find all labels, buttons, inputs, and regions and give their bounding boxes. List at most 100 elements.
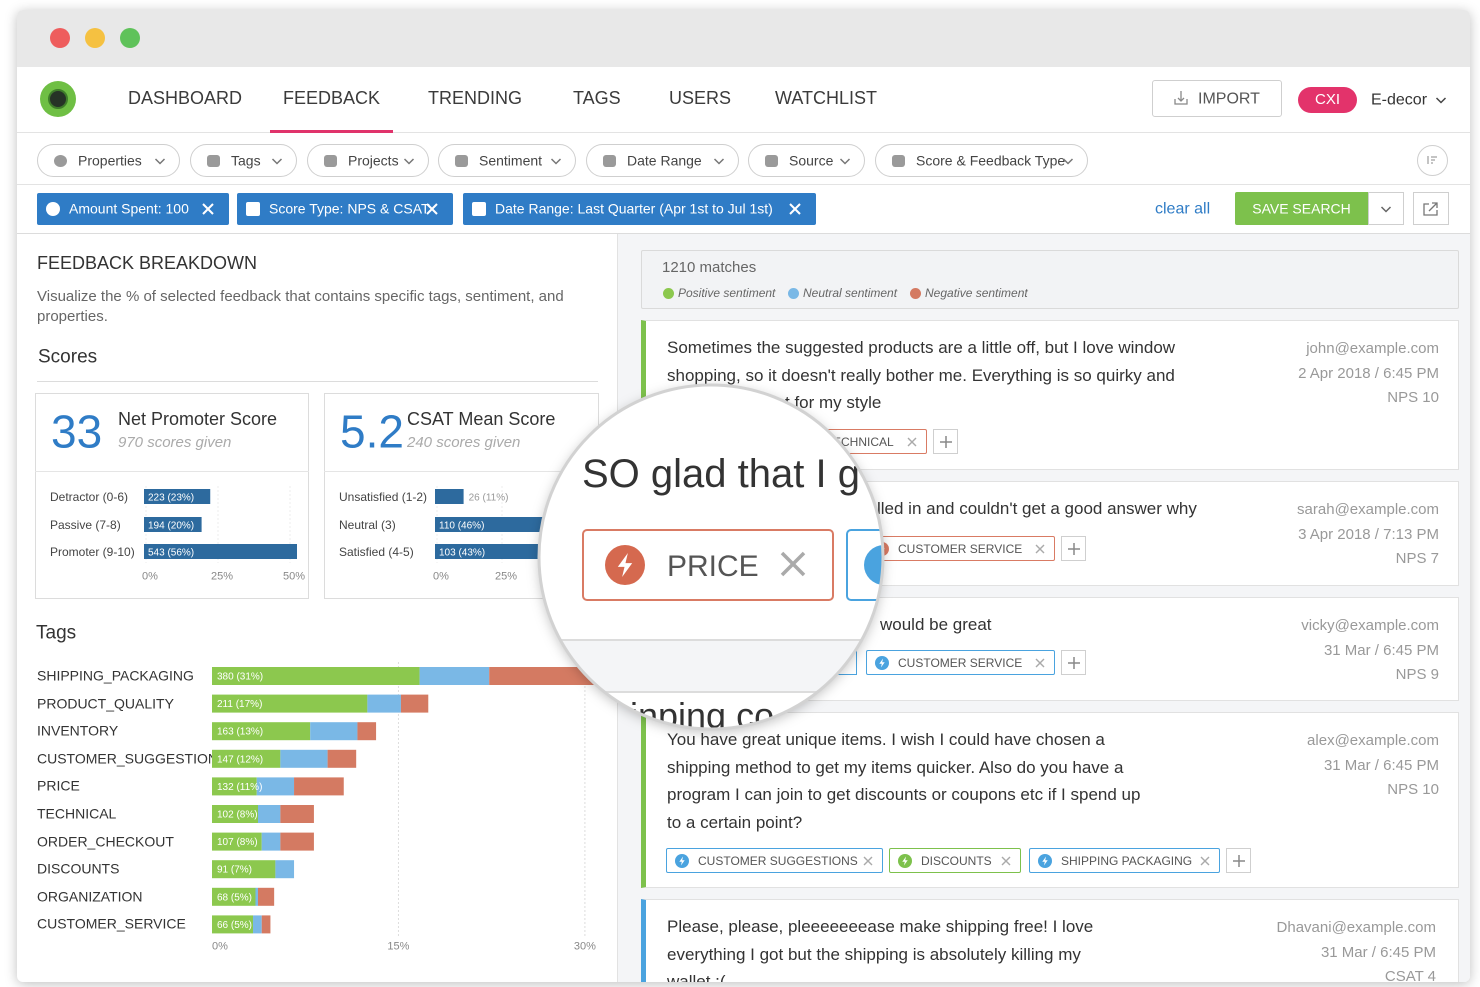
score-title: Net Promoter Score <box>118 409 278 430</box>
category-label: TECHNICAL <box>37 805 117 822</box>
tag-chip[interactable] <box>1029 848 1220 873</box>
bar-label: 102 (8%) <box>217 810 258 821</box>
account-caret <box>1435 97 1447 104</box>
feedback-text: t for my style <box>785 392 882 412</box>
sort-button[interactable] <box>1417 145 1448 176</box>
filter-chip[interactable] <box>463 193 816 225</box>
nav-item[interactable]: TAGS <box>573 88 621 109</box>
tag-chip[interactable] <box>866 650 1055 675</box>
filter-caret <box>550 158 562 165</box>
sort-icon <box>1427 156 1437 164</box>
nav-item[interactable]: DASHBOARD <box>128 88 243 109</box>
window-dot <box>85 28 105 48</box>
feedback-meta: 31 Mar / 6:45 PM <box>1320 943 1436 961</box>
bar-segment <box>212 915 254 934</box>
chip-remove <box>789 203 801 215</box>
tag-label: CUSTOMER SUGGESTIONS <box>698 853 858 868</box>
nav-item[interactable]: FEEDBACK <box>283 88 381 109</box>
filter-icon <box>207 155 220 167</box>
x-tick-label: 50% <box>282 570 306 583</box>
tag-chip[interactable] <box>866 536 1055 561</box>
tag-icon <box>810 434 824 449</box>
x-stroke <box>1001 856 1011 866</box>
x-stroke <box>907 437 917 447</box>
tag-remove <box>1200 856 1210 866</box>
legend-label: Negative sentiment <box>925 285 1028 300</box>
icon-stroke <box>1428 202 1438 212</box>
x-tick-label: 25% <box>210 570 234 583</box>
bar-segment <box>367 694 401 713</box>
bolt <box>902 856 908 865</box>
nav-item[interactable]: TRENDING <box>428 88 522 109</box>
feedback-meta: sarah@example.com <box>1297 501 1439 518</box>
caret-stroke <box>713 158 725 165</box>
chip-label: Date Range: Last Quarter (Apr 1st to Jul… <box>495 200 773 217</box>
section-title: FEEDBACK BREAKDOWN <box>37 253 258 274</box>
feedback-meta: Dhavani@example.com <box>1276 919 1436 936</box>
caret-stroke <box>839 158 851 165</box>
filter-chip[interactable] <box>37 193 229 225</box>
feedback-meta: CSAT 4 <box>1384 968 1436 982</box>
category-label: SHIPPING_PACKAGING <box>37 667 194 684</box>
save-caret <box>1380 206 1392 213</box>
filter-caret <box>839 158 851 165</box>
bar-label: 211 (17%) <box>217 699 262 710</box>
feedback-meta: 2 Apr 2018 / 6:45 PM <box>1298 364 1439 382</box>
import-button[interactable] <box>1152 80 1282 117</box>
bolt <box>1042 856 1048 865</box>
add-tag-icon <box>1067 542 1080 555</box>
tag-remove <box>863 856 873 866</box>
chip-remove <box>426 203 438 215</box>
x-tick-label: 30% <box>573 940 596 953</box>
caret-stroke <box>1062 158 1074 165</box>
filter-icon <box>603 155 616 167</box>
nav-item[interactable]: WATCHLIST <box>775 88 877 109</box>
x-stroke <box>789 203 801 215</box>
add-tag-icon <box>1067 656 1080 669</box>
filter-label: Source <box>789 152 834 169</box>
score-subtitle: 970 scores given <box>118 434 232 451</box>
import-label: IMPORT <box>1198 90 1260 108</box>
category-label: Unsatisfied (1-2) <box>339 489 428 504</box>
bar-segment <box>212 832 262 851</box>
filter-pill[interactable] <box>875 144 1088 177</box>
feedback-meta: john@example.com <box>1306 340 1439 357</box>
scores-title: Scores <box>38 346 98 368</box>
x-stroke <box>1035 544 1045 554</box>
feedback-meta: NPS 10 <box>1387 389 1439 406</box>
x-stroke <box>1035 658 1045 668</box>
bar-segment <box>212 777 257 796</box>
bar-segment <box>294 777 344 796</box>
tag-icon <box>875 541 889 556</box>
x-tick-label: 15% <box>387 940 410 953</box>
add-tag-icon <box>1232 854 1245 867</box>
save-dropdown[interactable] <box>1368 192 1404 225</box>
filter-chip[interactable] <box>237 193 453 225</box>
feedback-meta: 31 Mar / 6:45 PM <box>1323 641 1439 659</box>
tag-chip[interactable] <box>666 848 883 873</box>
save-search-label: SAVE SEARCH <box>1252 200 1351 217</box>
feedback-text: would be great <box>880 614 992 634</box>
feedback-card[interactable] <box>641 899 1459 982</box>
filter-caret <box>403 158 415 165</box>
bar-segment <box>212 887 256 906</box>
bar-label: 132 (11%) <box>217 782 262 793</box>
clear-all[interactable]: clear all <box>1155 200 1211 218</box>
caret-stroke <box>1380 206 1392 213</box>
x-stroke <box>863 856 873 866</box>
filter-caret <box>154 158 166 165</box>
bar-segment <box>400 694 429 713</box>
save-search-button[interactable] <box>1235 192 1368 225</box>
feedback-meta: 3 Apr 2018 / 7:13 PM <box>1298 525 1439 543</box>
chip-icon <box>472 202 486 216</box>
chip-remove <box>202 203 214 215</box>
account-name[interactable]: E-decor <box>1371 91 1428 109</box>
tag-chip <box>800 650 857 675</box>
tag-remove <box>907 437 917 447</box>
tags-title: Tags <box>36 622 77 644</box>
bar-segment <box>212 722 311 741</box>
nav-item[interactable]: USERS <box>669 88 732 109</box>
bar-segment <box>256 777 295 796</box>
add-tag-button[interactable] <box>1226 848 1251 873</box>
